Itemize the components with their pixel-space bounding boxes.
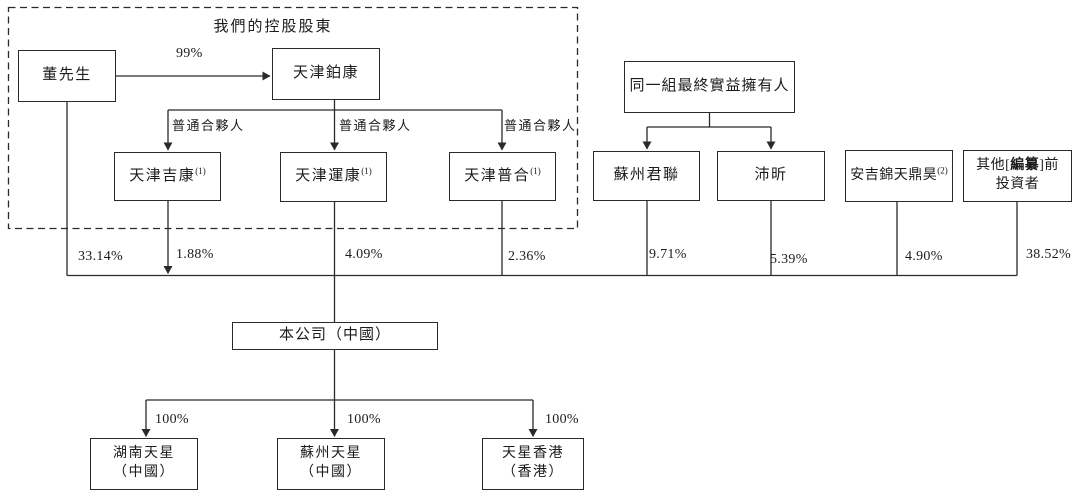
pct-puhe: 2.36% bbox=[508, 249, 546, 264]
controlling-shareholders-title: 我們的控股股東 bbox=[213, 19, 333, 35]
gp-label-yunkang: 普通合夥人 bbox=[339, 118, 412, 133]
node-dong: 董先生 bbox=[18, 50, 116, 102]
node-company: 本公司（中國） bbox=[232, 322, 438, 350]
node-tianjin-yunkang-label: 天津運康(1) bbox=[295, 166, 372, 185]
redaction-placeholder: 編纂 bbox=[1010, 158, 1040, 174]
node-tianxing-hk-line2: （香港） bbox=[502, 465, 564, 480]
node-tianxing-hk-line1: 天星香港 bbox=[502, 446, 564, 462]
node-other-pre-investors-line1: 其他[編纂]前 bbox=[976, 158, 1059, 174]
pct-anji: 4.90% bbox=[905, 249, 943, 264]
pct-junlian: 9.71% bbox=[649, 247, 687, 262]
pct-jikang: 1.88% bbox=[176, 247, 214, 262]
pct-yunkang: 4.09% bbox=[345, 247, 383, 262]
node-tianjin-puhe: 天津普合(1) bbox=[449, 152, 556, 201]
footnote-2-marker: (2) bbox=[937, 165, 948, 176]
node-suzhou-junlian-label: 蘇州君聯 bbox=[613, 167, 680, 184]
node-hunan-tianxing-line2: （中國） bbox=[113, 465, 175, 480]
node-ubo-group: 同一組最終實益擁有人 bbox=[624, 61, 795, 113]
pct-dong: 33.14% bbox=[78, 249, 123, 264]
node-peixin-label: 沛昕 bbox=[754, 167, 788, 184]
node-tianjin-bokang: 天津鉑康 bbox=[272, 48, 380, 100]
pct-peixin: 5.39% bbox=[770, 252, 808, 267]
pct-100-suzhou: 100% bbox=[347, 412, 381, 427]
node-peixin: 沛昕 bbox=[717, 151, 825, 201]
footnote-1-marker: (1) bbox=[361, 166, 372, 177]
node-ubo-group-label: 同一組最終實益擁有人 bbox=[629, 78, 790, 95]
node-tianjin-yunkang: 天津運康(1) bbox=[280, 152, 387, 202]
node-tianjin-bokang-label: 天津鉑康 bbox=[292, 65, 359, 82]
node-other-pre-investors: 其他[編纂]前 投資者 bbox=[963, 150, 1072, 202]
node-dong-label: 董先生 bbox=[42, 67, 92, 84]
node-anji-jintian-dinghao: 安吉錦天鼎昊(2) bbox=[845, 150, 953, 202]
node-company-label: 本公司（中國） bbox=[278, 327, 391, 344]
pct-other: 38.52% bbox=[1026, 247, 1071, 262]
node-tianjin-jikang-label: 天津吉康(1) bbox=[129, 165, 206, 184]
node-hunan-tianxing: 湖南天星 （中國） bbox=[90, 438, 198, 490]
node-other-pre-investors-line2: 投資者 bbox=[995, 177, 1040, 192]
pct-100-hunan: 100% bbox=[155, 412, 189, 427]
node-suzhou-tianxing: 蘇州天星 （中國） bbox=[277, 438, 385, 490]
node-tianjin-puhe-label: 天津普合(1) bbox=[464, 165, 541, 184]
pct-label-99: 99% bbox=[176, 46, 203, 61]
node-hunan-tianxing-line1: 湖南天星 bbox=[113, 446, 175, 462]
gp-label-puhe: 普通合夥人 bbox=[504, 118, 577, 133]
node-anji-jintian-dinghao-label: 安吉錦天鼎昊(2) bbox=[850, 165, 948, 183]
pct-100-hk: 100% bbox=[545, 412, 579, 427]
footnote-1-marker: (1) bbox=[530, 165, 541, 176]
node-suzhou-tianxing-line1: 蘇州天星 bbox=[300, 446, 362, 462]
footnote-1-marker: (1) bbox=[195, 165, 206, 176]
node-tianxing-hk: 天星香港 （香港） bbox=[482, 438, 584, 490]
node-suzhou-tianxing-line2: （中國） bbox=[300, 465, 362, 480]
gp-label-jikang: 普通合夥人 bbox=[172, 118, 245, 133]
node-suzhou-junlian: 蘇州君聯 bbox=[593, 151, 700, 201]
controlling-shareholders-dashed-frame bbox=[7, 6, 579, 230]
node-tianjin-jikang: 天津吉康(1) bbox=[114, 152, 221, 201]
